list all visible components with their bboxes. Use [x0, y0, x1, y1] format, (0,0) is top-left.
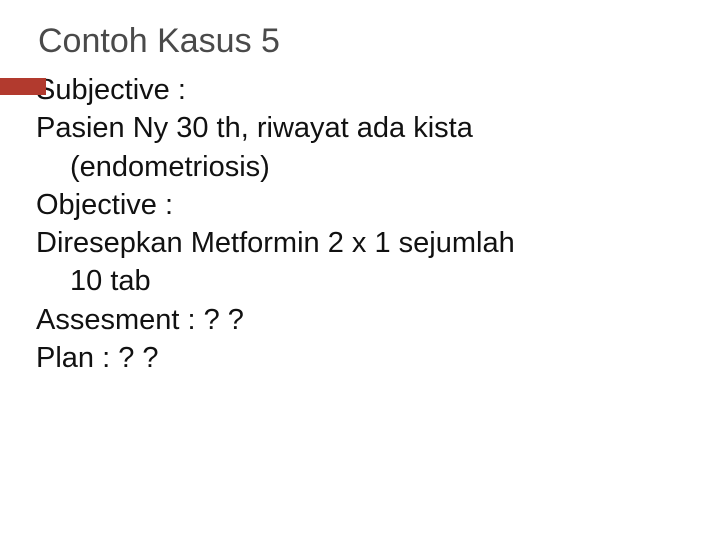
line-objective: Objective : — [36, 186, 684, 224]
accent-bar — [0, 78, 46, 95]
line-tabs: 10 tab — [36, 262, 684, 300]
line-subjective: Subjective : — [36, 71, 684, 109]
slide-container: Contoh Kasus 5 Subjective : Pasien Ny 30… — [0, 0, 720, 540]
line-endo: (endometriosis) — [36, 148, 684, 186]
line-assessment: Assesment : ? ? — [36, 301, 684, 339]
content-wrap: Subjective : Pasien Ny 30 th, riwayat ad… — [36, 71, 684, 377]
line-prescription: Diresepkan Metformin 2 x 1 sejumlah — [36, 224, 684, 262]
body-text: Subjective : Pasien Ny 30 th, riwayat ad… — [36, 71, 684, 377]
slide-title: Contoh Kasus 5 — [36, 22, 684, 61]
line-plan: Plan : ? ? — [36, 339, 684, 377]
line-patient: Pasien Ny 30 th, riwayat ada kista — [36, 109, 684, 147]
